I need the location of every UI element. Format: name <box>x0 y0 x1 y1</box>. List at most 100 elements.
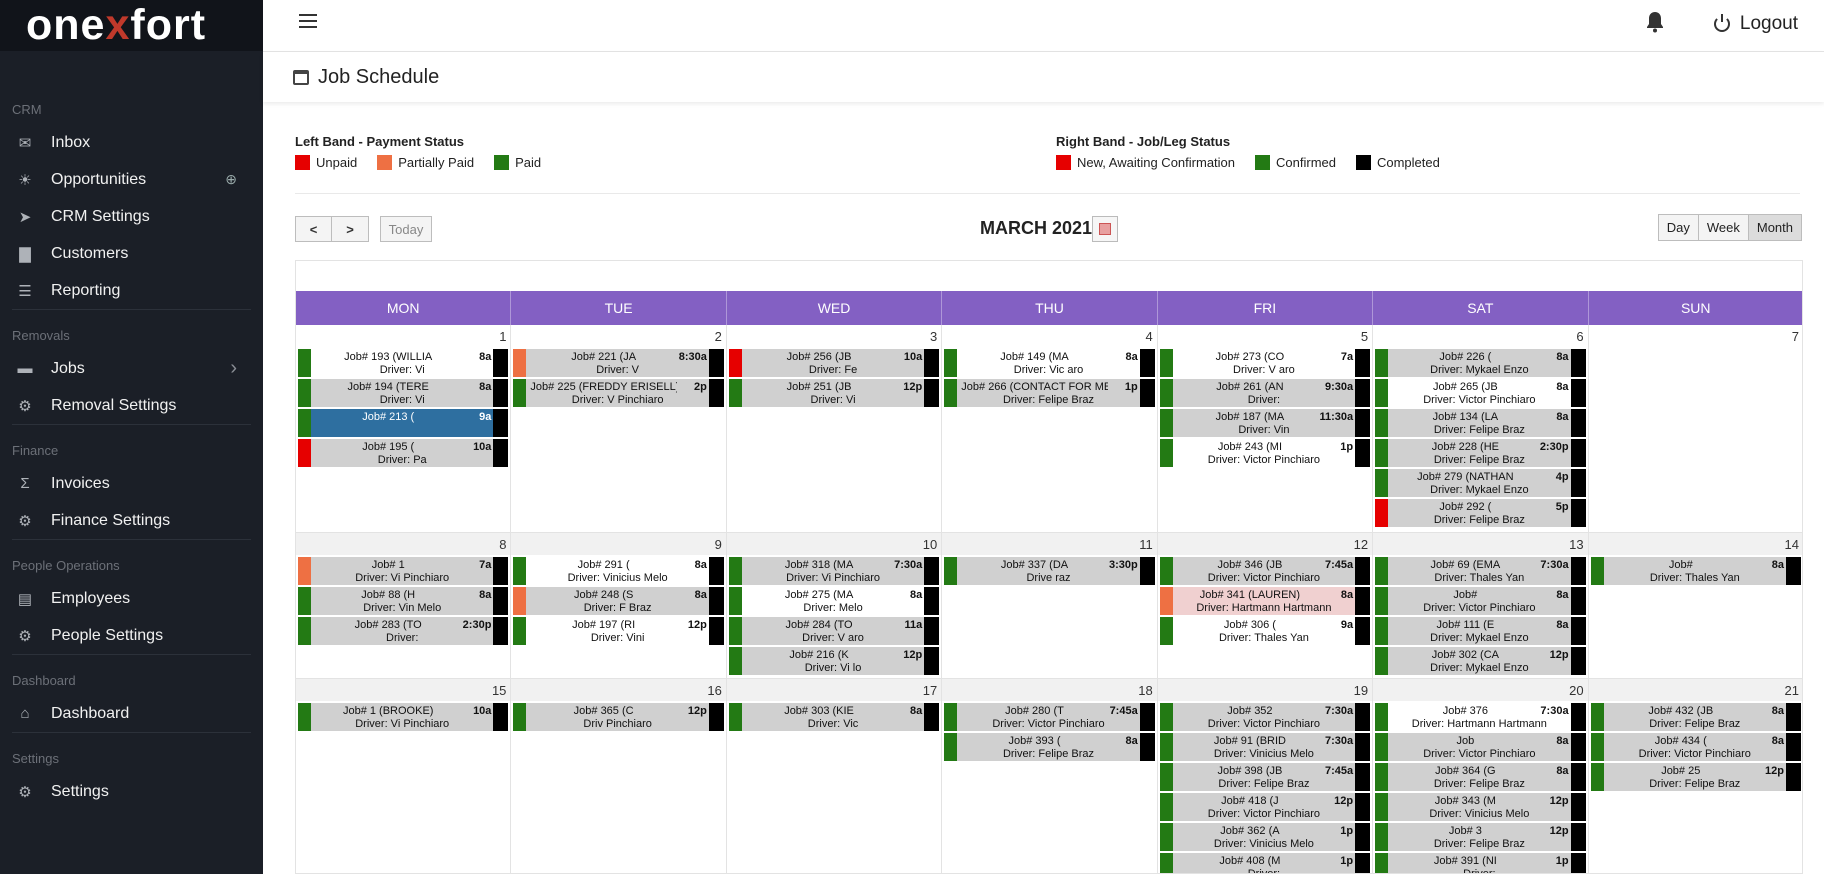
prev-month-button[interactable]: < <box>295 216 332 242</box>
day-cell[interactable]: 17 Job# 303 (KIE 8a Driver: Vic <box>726 679 943 873</box>
day-cell[interactable]: 13 Job# 69 (EMA 7:30a Driver: Thales Yan Job… <box>1373 533 1589 679</box>
calendar-event[interactable]: Job# 25 12p Driver: Felipe Braz <box>1590 763 1801 791</box>
day-cell[interactable]: 3 Job# 256 (JB 10a Driver: Fe Job# 251 (JB 12… <box>726 325 943 533</box>
calendar-event[interactable]: Job# 225 (FREDDY ERISELL) 2p Driver: V Pin… <box>513 379 724 407</box>
day-number[interactable]: 1 <box>499 329 507 344</box>
calendar-event[interactable]: Job# 275 (MA 8a Driver: Melo <box>728 587 940 615</box>
calendar-event[interactable]: Job# 266 (CONTACT FOR ME... 1p Driver: Fel… <box>944 379 1155 407</box>
day-number[interactable]: 15 <box>491 683 507 698</box>
calendar-event[interactable]: Job# 213 (9a <box>298 409 509 437</box>
day-cell[interactable]: 19 Job# 352 7:30a Driver: Victor Pinchiaro J… <box>1157 679 1374 873</box>
calendar-event[interactable]: Job# 193 (WILLIA 8a Driver: Vi <box>298 349 509 377</box>
view-day-button[interactable]: Day <box>1657 214 1699 241</box>
calendar-event[interactable]: Job# 302 (CA 12p Driver: Mykael Enzo <box>1375 647 1586 675</box>
calendar-event[interactable]: Job# 283 (TO 2:30p Driver: <box>298 617 509 645</box>
day-cell[interactable]: 16 Job# 365 (C 12p Driv Pinchiaro <box>511 679 727 873</box>
calendar-event[interactable]: Job# 256 (JB 10a Driver: Fe <box>728 349 940 377</box>
day-number[interactable]: 20 <box>1569 683 1584 698</box>
calendar-event[interactable]: Job# 111 (E 8a Driver: Mykael Enzo <box>1375 617 1586 645</box>
day-number[interactable]: 19 <box>1353 683 1369 698</box>
calendar-event[interactable]: Job# 187 (MA 11:30a Driver: Vin <box>1159 409 1371 437</box>
calendar-event[interactable]: Job# 393 (8a Driver: Felipe Braz <box>944 733 1155 761</box>
calendar-event[interactable]: Job# 273 (CO 7a Driver: V aro <box>1159 349 1371 377</box>
day-cell[interactable]: 6 Job# 226 (8a Driver: Mykael Enzo Job# 265… <box>1373 325 1589 533</box>
calendar-event[interactable]: Job# 346 (JB 7:45a Driver: Victor Pinchiar… <box>1159 557 1371 585</box>
day-number[interactable]: 12 <box>1353 537 1369 552</box>
add-circle-icon[interactable]: ⊕ <box>225 171 237 187</box>
day-cell[interactable]: 20 Job# 376 7:30a Driver: Hartmann Hartmann… <box>1373 679 1589 873</box>
calendar-event[interactable]: Job# 279 (NATHAN 4p Driver: Mykael Enzo <box>1375 469 1586 497</box>
day-number[interactable]: 21 <box>1784 683 1799 698</box>
calendar-event[interactable]: Job# 8a Driver: Thales Yan <box>1590 557 1801 585</box>
day-number[interactable]: 18 <box>1138 683 1153 698</box>
calendar-event[interactable]: Job# 251 (JB 12p Driver: Vi <box>728 379 940 407</box>
view-week-button[interactable]: Week <box>1697 214 1749 241</box>
calendar-event[interactable]: Job# 243 (MI 1p Driver: Victor Pinchiaro <box>1159 439 1371 467</box>
day-cell[interactable]: 15 Job# 1 (BROOKE) 10a Driver: Vi Pinchiaro <box>296 679 512 873</box>
calendar-event[interactable]: Job# 149 (MA 8a Driver: Vic aro <box>944 349 1155 377</box>
day-cell[interactable]: 7 <box>1588 325 1802 533</box>
calendar-event[interactable]: Job# 337 (DA 3:30p Drive raz <box>944 557 1155 585</box>
calendar-event[interactable]: Job# 362 (A 1p Driver: Vinicius Melo <box>1159 823 1371 851</box>
sidebar-item-dashboard[interactable]: ⌂ Dashboard <box>0 695 263 732</box>
logout-button[interactable]: Logout <box>1713 13 1798 35</box>
calendar-event[interactable]: Job# 391 (NI 1p Driver: <box>1375 853 1586 873</box>
calendar-event[interactable]: Job# 343 (M 12p Driver: Vinicius Melo <box>1375 793 1586 821</box>
sidebar-item-jobs[interactable]: ▬ Jobs › <box>0 350 263 387</box>
calendar-event[interactable]: Job# 88 (H 8a Driver: Vin Melo <box>298 587 509 615</box>
calendar-event[interactable]: Job# 432 (JB 8a Driver: Felipe Braz <box>1590 703 1801 731</box>
calendar-event[interactable]: Job# 408 (M 1p Driver: <box>1159 853 1371 873</box>
calendar-event[interactable]: Job# 291 (8a Driver: Vinicius Melo <box>513 557 724 585</box>
day-number[interactable]: 2 <box>714 329 722 344</box>
sidebar-item-reporting[interactable]: ☰ Reporting <box>0 272 263 309</box>
calendar-event[interactable]: Job# 195 (10a Driver: Pa <box>298 439 509 467</box>
calendar-event[interactable]: Job# 318 (MA 7:30a Driver: Vi Pinchiaro <box>728 557 940 585</box>
day-number[interactable]: 4 <box>1145 329 1153 344</box>
day-number[interactable]: 3 <box>930 329 938 344</box>
calendar-event[interactable]: Job# 398 (JB 7:45a Driver: Felipe Braz <box>1159 763 1371 791</box>
day-number[interactable]: 11 <box>1139 537 1153 552</box>
calendar-event[interactable]: Job# 228 (HE 2:30p Driver: Felipe Braz <box>1375 439 1586 467</box>
day-cell[interactable]: 5 Job# 273 (CO 7a Driver: V aro Job# 261 (AN… <box>1157 325 1374 533</box>
calendar-event[interactable]: Job# 303 (KIE 8a Driver: Vic <box>728 703 940 731</box>
calendar-event[interactable]: Job# 226 (8a Driver: Mykael Enzo <box>1375 349 1586 377</box>
sidebar-item-settings[interactable]: ⚙ Settings <box>0 773 263 810</box>
day-number[interactable]: 7 <box>1791 329 1799 344</box>
calendar-event[interactable]: Job# 280 (T 7:45a Driver: Victor Pinchiaro <box>944 703 1155 731</box>
sidebar-item-opportunities[interactable]: ☀ Opportunities ⊕ <box>0 161 263 198</box>
date-picker-button[interactable] <box>1092 216 1118 242</box>
calendar-event[interactable]: Job# 306 (9a Driver: Thales Yan <box>1159 617 1371 645</box>
day-cell[interactable]: 14 Job# 8a Driver: Thales Yan <box>1588 533 1802 679</box>
calendar-event[interactable]: Job# 197 (RI 12p Driver: Vini <box>513 617 724 645</box>
day-number[interactable]: 14 <box>1784 537 1799 552</box>
sidebar-item-people-settings[interactable]: ⚙ People Settings <box>0 617 263 654</box>
calendar-event[interactable]: Job# 1 7a Driver: Vi Pinchiaro <box>298 557 509 585</box>
day-number[interactable]: 9 <box>714 537 722 552</box>
calendar-event[interactable]: Job# 418 (J 12p Driver: Victor Pinchiaro <box>1159 793 1371 821</box>
calendar-event[interactable]: Job# 91 (BRID 7:30a Driver: Vinicius Melo <box>1159 733 1371 761</box>
day-cell[interactable]: 10 Job# 318 (MA 7:30a Driver: Vi Pinchiaro J… <box>726 533 943 679</box>
day-cell[interactable]: 12 Job# 346 (JB 7:45a Driver: Victor Pinchi… <box>1157 533 1374 679</box>
calendar-event[interactable]: Job# 352 7:30a Driver: Victor Pinchiaro <box>1159 703 1371 731</box>
day-cell[interactable]: 11 Job# 337 (DA 3:30p Drive raz <box>942 533 1158 679</box>
day-number[interactable]: 5 <box>1360 329 1369 344</box>
day-cell[interactable]: 1 Job# 193 (WILLIA 8a Driver: Vi Job# 194 (T… <box>296 325 512 533</box>
calendar-event[interactable]: Job 8a Driver: Victor Pinchiaro <box>1375 733 1586 761</box>
next-month-button[interactable]: > <box>331 216 369 242</box>
calendar-event[interactable]: Job# 261 (AN 9:30a Driver: <box>1159 379 1371 407</box>
calendar-event[interactable]: Job# 134 (LA 8a Driver: Felipe Braz <box>1375 409 1586 437</box>
calendar-event[interactable]: Job# 284 (TO 11a Driver: V aro <box>728 617 940 645</box>
day-number[interactable]: 6 <box>1576 329 1584 344</box>
sidebar-item-employees[interactable]: ▤ Employees <box>0 580 263 617</box>
calendar-event[interactable]: Job# 1 (BROOKE) 10a Driver: Vi Pinchiaro <box>298 703 509 731</box>
day-cell[interactable]: 18 Job# 280 (T 7:45a Driver: Victor Pinchia… <box>942 679 1158 873</box>
calendar-event[interactable]: Job# 248 (S 8a Driver: F Braz <box>513 587 724 615</box>
menu-toggle-icon[interactable] <box>299 14 317 28</box>
brand-logo[interactable]: one x fort <box>0 0 263 51</box>
day-cell[interactable]: 4 Job# 149 (MA 8a Driver: Vic aro Job# 266 (… <box>942 325 1158 533</box>
calendar-event[interactable]: Job# 434 (8a Driver: Victor Pinchiaro <box>1590 733 1801 761</box>
sidebar-item-removal-settings[interactable]: ⚙ Removal Settings <box>0 387 263 424</box>
day-number[interactable]: 8 <box>499 537 507 552</box>
calendar-event[interactable]: Job# 194 (TERE 8a Driver: Vi <box>298 379 509 407</box>
day-number[interactable]: 13 <box>1569 537 1584 552</box>
